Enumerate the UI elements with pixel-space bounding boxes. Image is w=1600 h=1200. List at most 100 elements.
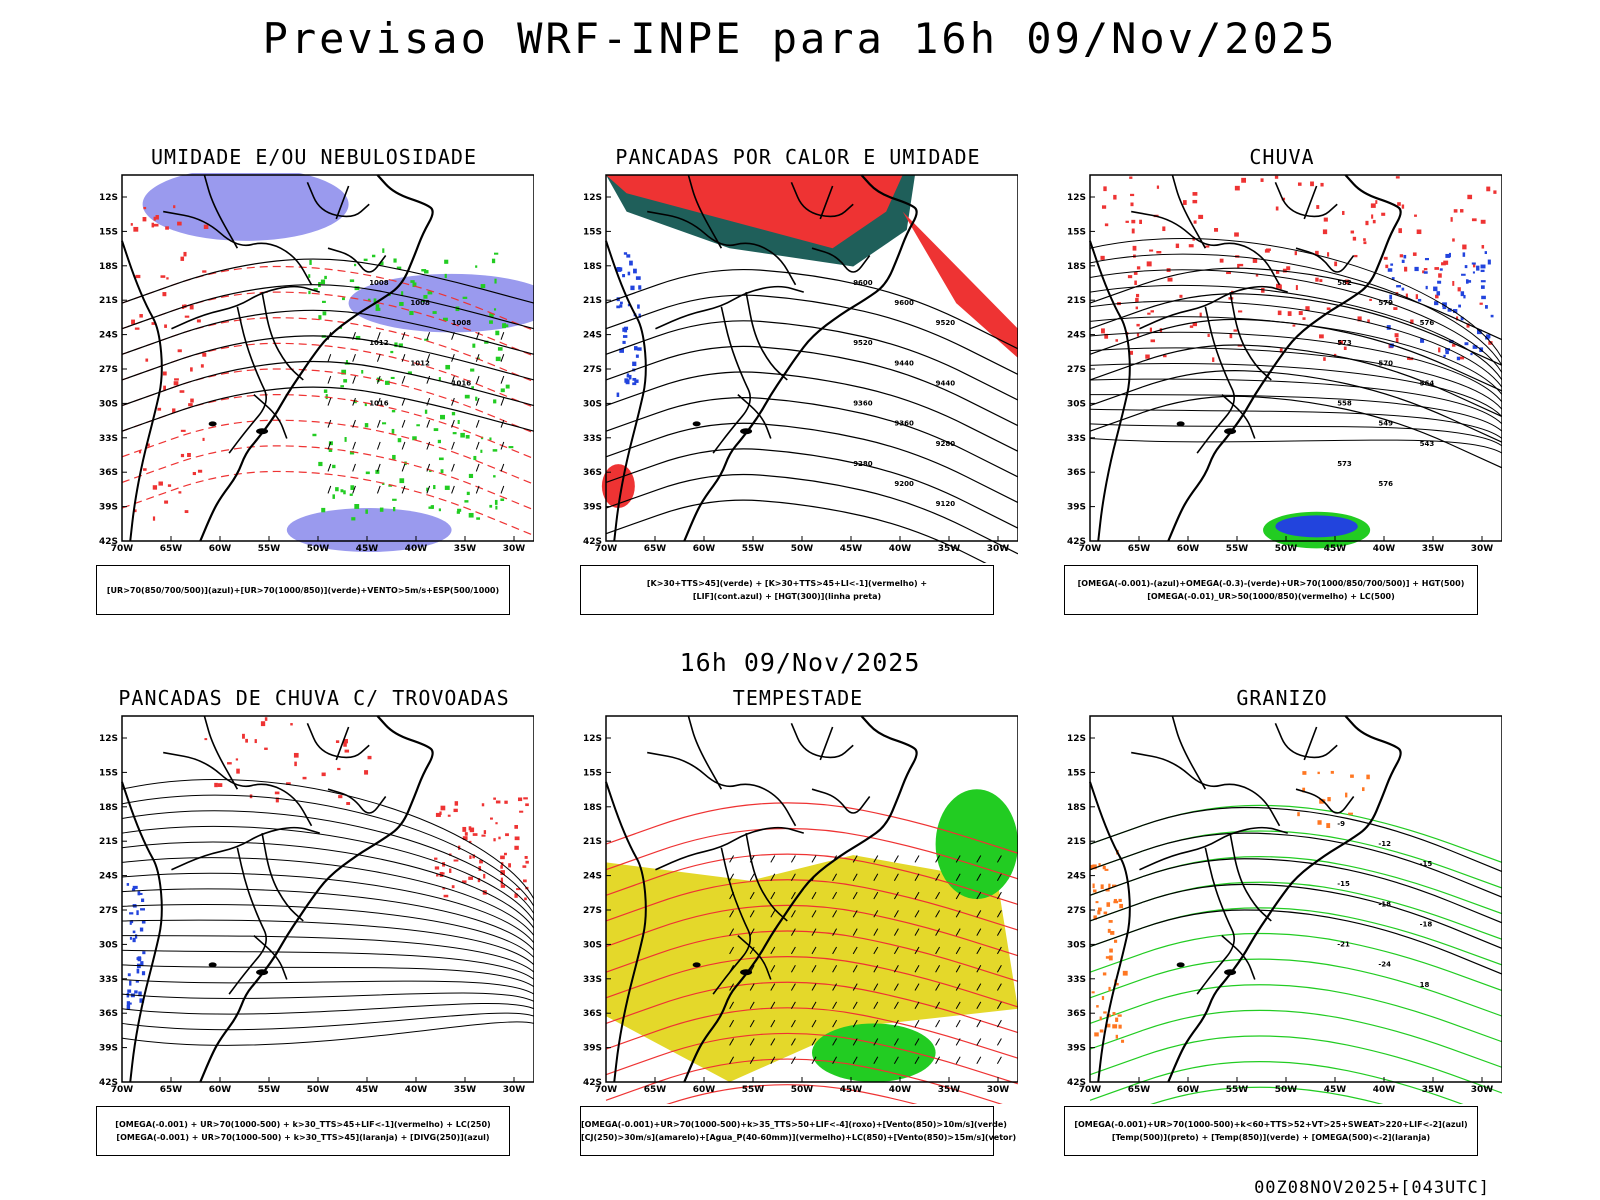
red-contour-speck (180, 256, 185, 261)
wind-vector (770, 983, 776, 991)
lon-tick-label: 35W (938, 1085, 961, 1095)
rain-speck (1395, 176, 1400, 179)
humidity-lower-speck (440, 414, 446, 420)
red-contour-speck (189, 304, 194, 310)
contour-label: 1016 (369, 400, 389, 408)
coastline (199, 715, 434, 1083)
lagoon-mark (740, 428, 753, 435)
country-border (647, 751, 797, 827)
wind-vector (475, 485, 480, 494)
humidity-lower-speck (392, 454, 396, 460)
humidity-lower-speck (500, 498, 505, 502)
humidity-lower-speck (388, 484, 393, 487)
rain-speck (1320, 182, 1324, 187)
streamline-250 (121, 794, 534, 907)
wind-vector (729, 983, 735, 991)
country-border (1131, 210, 1281, 286)
storm-speck (524, 897, 527, 901)
panel-tempestade: TEMPESTADE 12S 15S 18S 21S 24S 27S 30S 33S 36S 39… (578, 686, 1018, 1161)
map-background (1090, 175, 1502, 541)
country-border (163, 751, 313, 827)
country-border (1171, 174, 1207, 249)
wind-vector (426, 419, 431, 428)
wind-vector (914, 965, 920, 973)
country-border (306, 182, 370, 218)
storm-speck (439, 871, 444, 877)
rain-speck (1295, 285, 1298, 291)
height-500 (1089, 344, 1502, 418)
storm-speck (481, 834, 486, 837)
wind-vector (935, 965, 941, 973)
legend-line-1: [OMEGA(-0.001)+UR>70(1000-500)+k>35_TTS>… (581, 1120, 1007, 1129)
wind-vector (976, 1001, 982, 1010)
omega-500-speck (1092, 864, 1097, 870)
thickness-line (121, 419, 534, 485)
country-border (253, 394, 288, 439)
red-contour-speck (164, 324, 167, 328)
lat-tick-label: 42S (583, 1078, 602, 1088)
precipitable-water-line (605, 981, 1018, 1034)
wind-vector (811, 928, 817, 936)
rain-speck (1327, 252, 1330, 257)
wind-vector (935, 928, 941, 936)
streamline-250 (121, 778, 534, 900)
wind-vector (426, 397, 431, 406)
humidity-lower-speck (497, 347, 503, 351)
wind-vector (770, 891, 776, 900)
storm-speck (478, 866, 482, 871)
lat-tick-label: 21S (1067, 837, 1086, 847)
storm-speck (514, 836, 520, 841)
omega-500-speck (1108, 883, 1111, 889)
rain-speck (1398, 228, 1402, 234)
storm-speck (490, 817, 493, 820)
lagoon-mark (256, 428, 269, 435)
storm-speck (477, 878, 481, 883)
wind-vector (500, 419, 505, 428)
lat-tick-label: 36S (1067, 1009, 1086, 1019)
divergence-speck (129, 936, 132, 940)
lat-tick-label: 30S (583, 940, 602, 950)
wind-vector (832, 1038, 838, 1046)
lat-tick-label: 27S (583, 906, 602, 916)
legend-line-2: [OMEGA(-0.01)_UR>50(1000/850)(vermelho) … (1147, 592, 1395, 601)
rain-speck (1135, 293, 1140, 298)
streamline (1089, 300, 1502, 388)
lake-mark (208, 962, 217, 968)
wind-vector (832, 891, 838, 900)
rain-speck (1462, 244, 1467, 250)
streamline (1089, 408, 1502, 439)
wind-vector (976, 891, 982, 900)
omega-speck (1445, 348, 1450, 351)
isobar (121, 309, 534, 355)
omega-speck (1423, 271, 1428, 274)
map-background (122, 175, 534, 541)
lon-tick-label: 55W (258, 544, 281, 554)
precipitable-water-line (605, 879, 1018, 931)
rain-speck (1493, 190, 1497, 194)
omega-500-speck (1103, 1011, 1107, 1014)
omega-500-speck (1106, 902, 1111, 907)
humidity-lower-speck (489, 504, 493, 508)
lat-tick-label: 27S (1067, 365, 1086, 375)
lat-tick-label: 18S (1067, 262, 1086, 272)
precipitable-water-line (605, 802, 1018, 854)
omega-500-speck (1099, 1016, 1102, 1021)
wind-vector (790, 965, 796, 973)
rain-speck (1375, 200, 1378, 204)
omega-speck (1464, 265, 1468, 269)
wind-vector (426, 375, 431, 384)
storm-speck (254, 739, 257, 744)
lon-tick-label: 50W (307, 544, 330, 554)
country-border (171, 285, 320, 330)
rain-speck (1159, 328, 1163, 333)
storm-speck (524, 855, 528, 859)
omega-speck (1480, 269, 1485, 273)
wind-850-area (935, 789, 1018, 899)
divergence-speck (135, 980, 139, 983)
lat-tick-label: 39S (99, 1044, 118, 1054)
country-border (655, 826, 804, 871)
omega-500-speck (1113, 900, 1119, 904)
lat-tick-label: 21S (583, 837, 602, 847)
